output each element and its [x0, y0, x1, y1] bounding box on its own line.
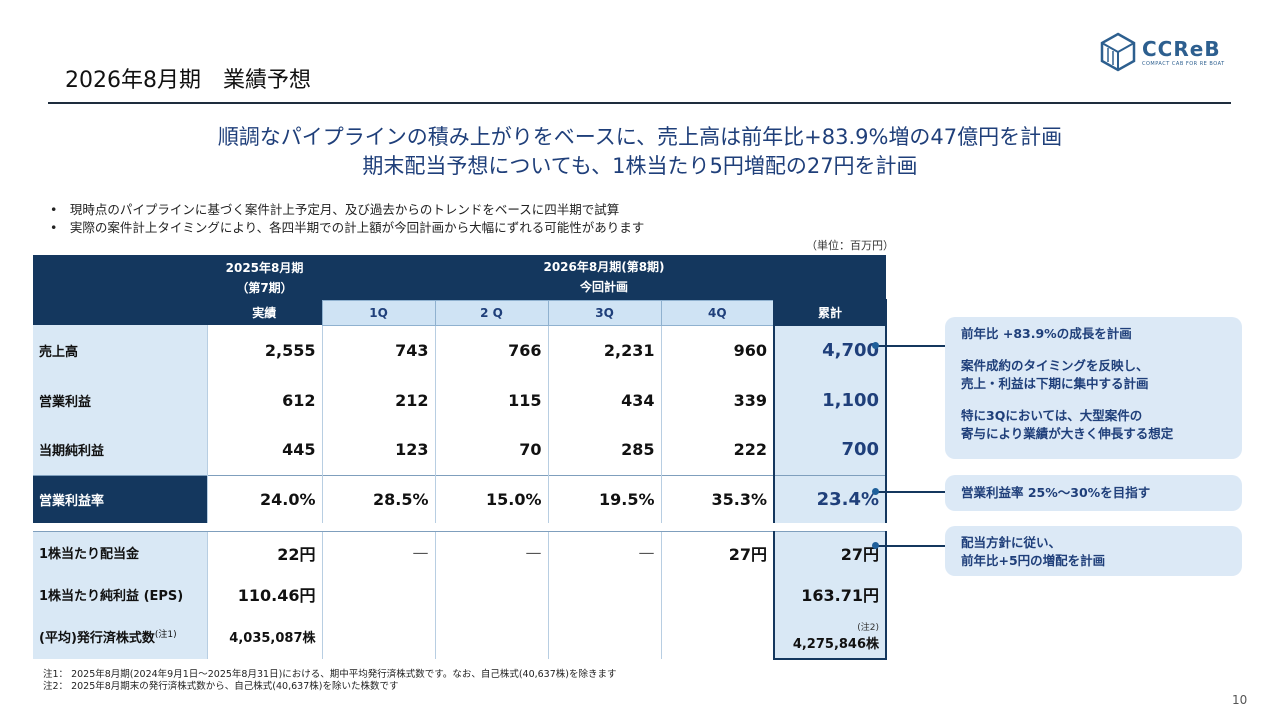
- header-fy2025: 2025年8月期 （第7期）: [207, 255, 322, 300]
- connector-line: [876, 491, 945, 493]
- logo-tagline: COMPACT CAB FOR RE BOAT: [1142, 61, 1225, 67]
- table-row: 営業利益 612 212 115 434 339 1,100: [33, 375, 888, 425]
- cum-dps: 27円: [772, 530, 888, 574]
- header-fy2026: 2026年8月期(第8期) 今回計画: [322, 255, 887, 300]
- header-actual: 実績: [207, 300, 322, 325]
- cube-logo-icon: [1100, 32, 1136, 72]
- table-spacer: [33, 523, 887, 531]
- row-label-net: 当期純利益: [33, 425, 207, 475]
- title-divider: [48, 102, 1231, 104]
- table-row: 売上高 2,555 743 766 2,231 960 4,700: [33, 325, 888, 375]
- callout-dividend: 配当方針に従い、 前年比+5円の増配を計画: [945, 526, 1242, 576]
- footnotes: 注1： 2025年8月期(2024年9月1日～2025年8月31日)における、期…: [43, 669, 617, 692]
- headline-primary: 順調なパイプラインの積み上がりをベースに、売上高は前年比+83.9%増の47億円…: [217, 125, 1063, 149]
- cum-eps: 163.71円: [772, 574, 888, 614]
- cum-margin: 23.4%: [772, 474, 888, 523]
- table-row: 営業利益率 24.0% 28.5% 15.0% 19.5% 35.3% 23.4…: [33, 474, 888, 523]
- header-q1: 1Q: [321, 299, 436, 326]
- connector-line: [876, 545, 945, 547]
- logo-wordmark: CCReB: [1142, 37, 1221, 61]
- row-label-dps: 1株当たり配当金: [33, 530, 207, 574]
- bullet-icon: •: [50, 202, 58, 217]
- bullet-item: • 現時点のパイプラインに基づく案件計上予定月、及び過去からのトレンドをベースに…: [50, 202, 620, 217]
- header-corner: [33, 255, 207, 325]
- cum-net: 700: [772, 425, 888, 475]
- table-row: (平均)発行済株式数(注1) 4,035,087株 (注2) 4,275,846株: [33, 614, 888, 660]
- header-q2: 2 Q: [434, 299, 549, 326]
- bullet-icon: •: [50, 220, 58, 235]
- row-label-eps: 1株当たり純利益 (EPS): [33, 574, 207, 614]
- cum-sales: 4,700: [772, 325, 888, 375]
- table-row: 1株当たり配当金 22円 — — — 27円 27円: [33, 530, 888, 574]
- page-title: 2026年8月期 業績予想: [65, 68, 311, 93]
- cum-op: 1,100: [772, 375, 888, 425]
- forecast-table: 2025年8月期 （第7期） 2026年8月期(第8期) 今回計画 実績 1Q 2 …: [33, 255, 888, 660]
- table-row: 当期純利益 445 123 70 285 222 700: [33, 425, 888, 475]
- connector-dot: [872, 342, 879, 349]
- company-logo: CCReB COMPACT CAB FOR RE BOAT: [1100, 30, 1240, 76]
- callout-growth: 前年比 +83.9%の成長を計画 案件成約のタイミングを反映し、 売上・利益は下…: [945, 317, 1242, 459]
- bullet-item: • 実際の案件計上タイミングにより、各四半期での計上額が今回計画から大幅にずれる…: [50, 220, 645, 235]
- row-label-op: 営業利益: [33, 375, 207, 425]
- page-number: 10: [1232, 693, 1248, 707]
- table-row: 1株当たり純利益 (EPS) 110.46円 163.71円: [33, 574, 888, 614]
- row-label-sales: 売上高: [33, 325, 207, 375]
- unit-label: （単位：百万円）: [806, 239, 894, 252]
- header-q3: 3Q: [547, 299, 662, 326]
- connector-dot: [872, 488, 879, 495]
- row-label-margin: 営業利益率: [33, 474, 207, 523]
- callout-margin: 営業利益率 25%～30%を目指す: [945, 475, 1242, 511]
- header-cumulative: 累計: [772, 299, 888, 326]
- headline-secondary: 期末配当予想についても、1株当たり5円増配の27円を計画: [362, 154, 918, 178]
- cum-shares: (注2) 4,275,846株: [772, 614, 888, 660]
- header-q4: 4Q: [660, 299, 775, 326]
- row-label-shares: (平均)発行済株式数(注1): [33, 614, 207, 659]
- assumption-bullets: • 現時点のパイプラインに基づく案件計上予定月、及び過去からのトレンドをベースに…: [50, 201, 644, 237]
- connector-dot: [872, 542, 879, 549]
- connector-line: [876, 345, 945, 347]
